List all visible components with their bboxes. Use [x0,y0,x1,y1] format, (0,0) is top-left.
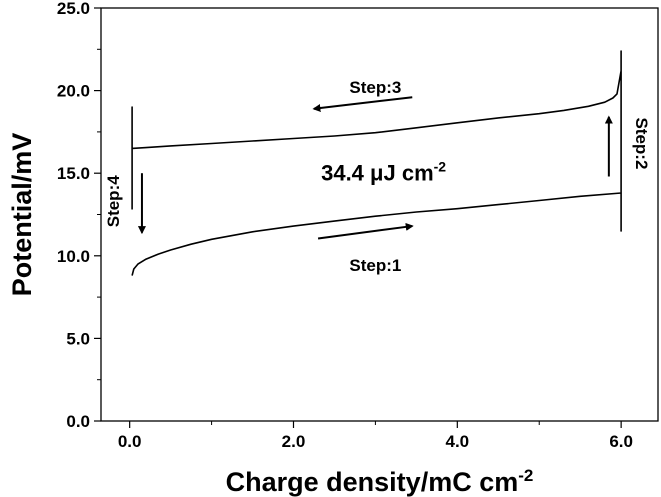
x-tick-label: 0.0 [118,432,142,451]
x-axis-title: Charge density/mC cm-2 [226,466,534,497]
energy-density-label: 34.4 μJ cm-2 [321,158,446,185]
annotations: Step:1 Step:2 Step:3 Step:4 34.4 μJ cm-2 [104,78,651,275]
step-label: Step:3 [349,78,401,97]
step-label: Step:2 [632,117,651,169]
plot-area [131,50,622,276]
step-label: Step:1 [349,256,401,275]
data-line [131,50,622,276]
x-tick-label: 2.0 [282,432,306,451]
y-axis-title: Potential/mV [7,133,37,297]
axes: 0.0 2.0 4.0 6.0 0.0 5.0 10.0 15.0 20.0 25.0 [57,0,659,451]
y-tick-label: 15.0 [57,164,90,183]
step-arrow [317,222,414,240]
y-tick-label: 25.0 [57,0,90,18]
y-tick-label: 10.0 [57,247,90,266]
y-tick-label: 5.0 [66,329,90,348]
x-tick-label: 6.0 [609,432,633,451]
x-tick-label: 4.0 [445,432,469,451]
plot-frame [100,7,659,422]
y-tick-label: 20.0 [57,82,90,101]
step-arrow [312,96,413,112]
y-tick-label: 0.0 [66,412,90,431]
step-label: Step:4 [104,175,123,228]
